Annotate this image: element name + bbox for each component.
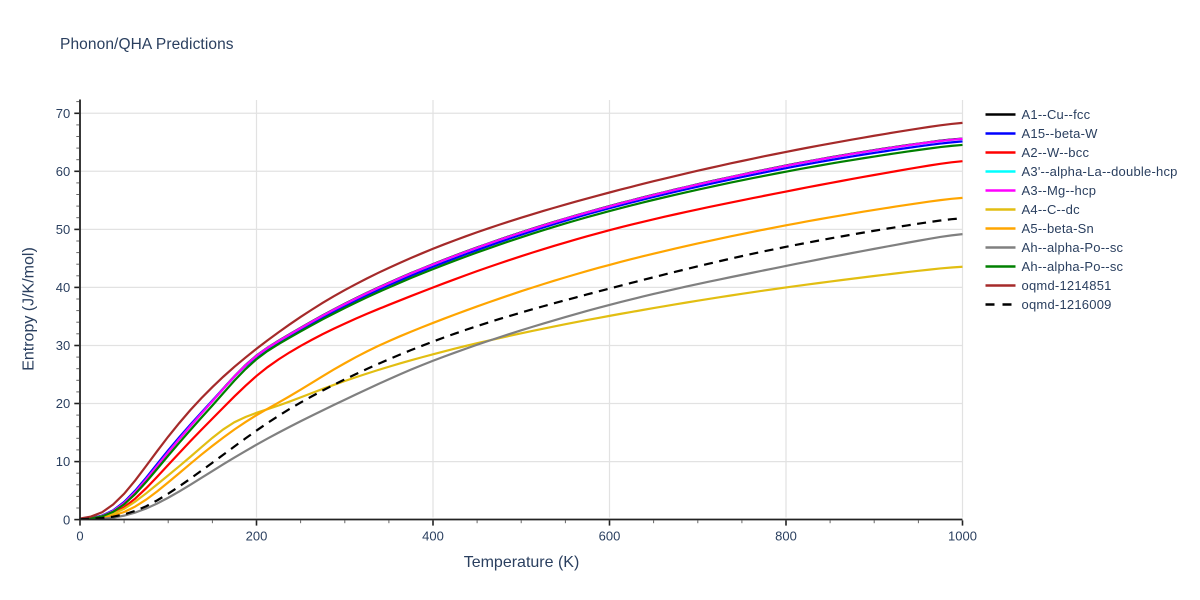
svg-text:A3'--alpha-La--double-hcp: A3'--alpha-La--double-hcp xyxy=(1022,164,1178,179)
svg-text:A4--C--dc: A4--C--dc xyxy=(1022,202,1081,217)
svg-text:600: 600 xyxy=(599,529,621,544)
svg-text:20: 20 xyxy=(56,396,70,411)
svg-text:A2--W--bcc: A2--W--bcc xyxy=(1022,145,1090,160)
svg-text:A15--beta-W: A15--beta-W xyxy=(1022,126,1099,141)
svg-text:Ah--alpha-Po--sc: Ah--alpha-Po--sc xyxy=(1022,240,1124,255)
svg-text:10: 10 xyxy=(56,454,70,469)
svg-text:A1--Cu--fcc: A1--Cu--fcc xyxy=(1022,107,1091,122)
svg-text:Temperature (K): Temperature (K) xyxy=(464,554,580,571)
svg-text:A5--beta-Sn: A5--beta-Sn xyxy=(1022,221,1095,236)
svg-text:oqmd-1216009: oqmd-1216009 xyxy=(1022,297,1112,312)
svg-text:200: 200 xyxy=(246,529,268,544)
svg-text:800: 800 xyxy=(775,529,797,544)
svg-text:70: 70 xyxy=(56,106,70,121)
svg-text:40: 40 xyxy=(56,280,70,295)
svg-text:50: 50 xyxy=(56,222,70,237)
svg-text:1000: 1000 xyxy=(948,529,977,544)
svg-text:400: 400 xyxy=(422,529,444,544)
svg-text:oqmd-1214851: oqmd-1214851 xyxy=(1022,278,1112,293)
svg-text:A3--Mg--hcp: A3--Mg--hcp xyxy=(1022,183,1097,198)
svg-text:Phonon/QHA Predictions: Phonon/QHA Predictions xyxy=(60,36,234,53)
svg-text:30: 30 xyxy=(56,338,70,353)
svg-text:60: 60 xyxy=(56,164,70,179)
svg-text:0: 0 xyxy=(76,529,83,544)
svg-text:0: 0 xyxy=(63,512,70,527)
svg-text:Ah--alpha-Po--sc: Ah--alpha-Po--sc xyxy=(1022,259,1124,274)
svg-text:Entropy (J/K/mol): Entropy (J/K/mol) xyxy=(21,247,38,371)
